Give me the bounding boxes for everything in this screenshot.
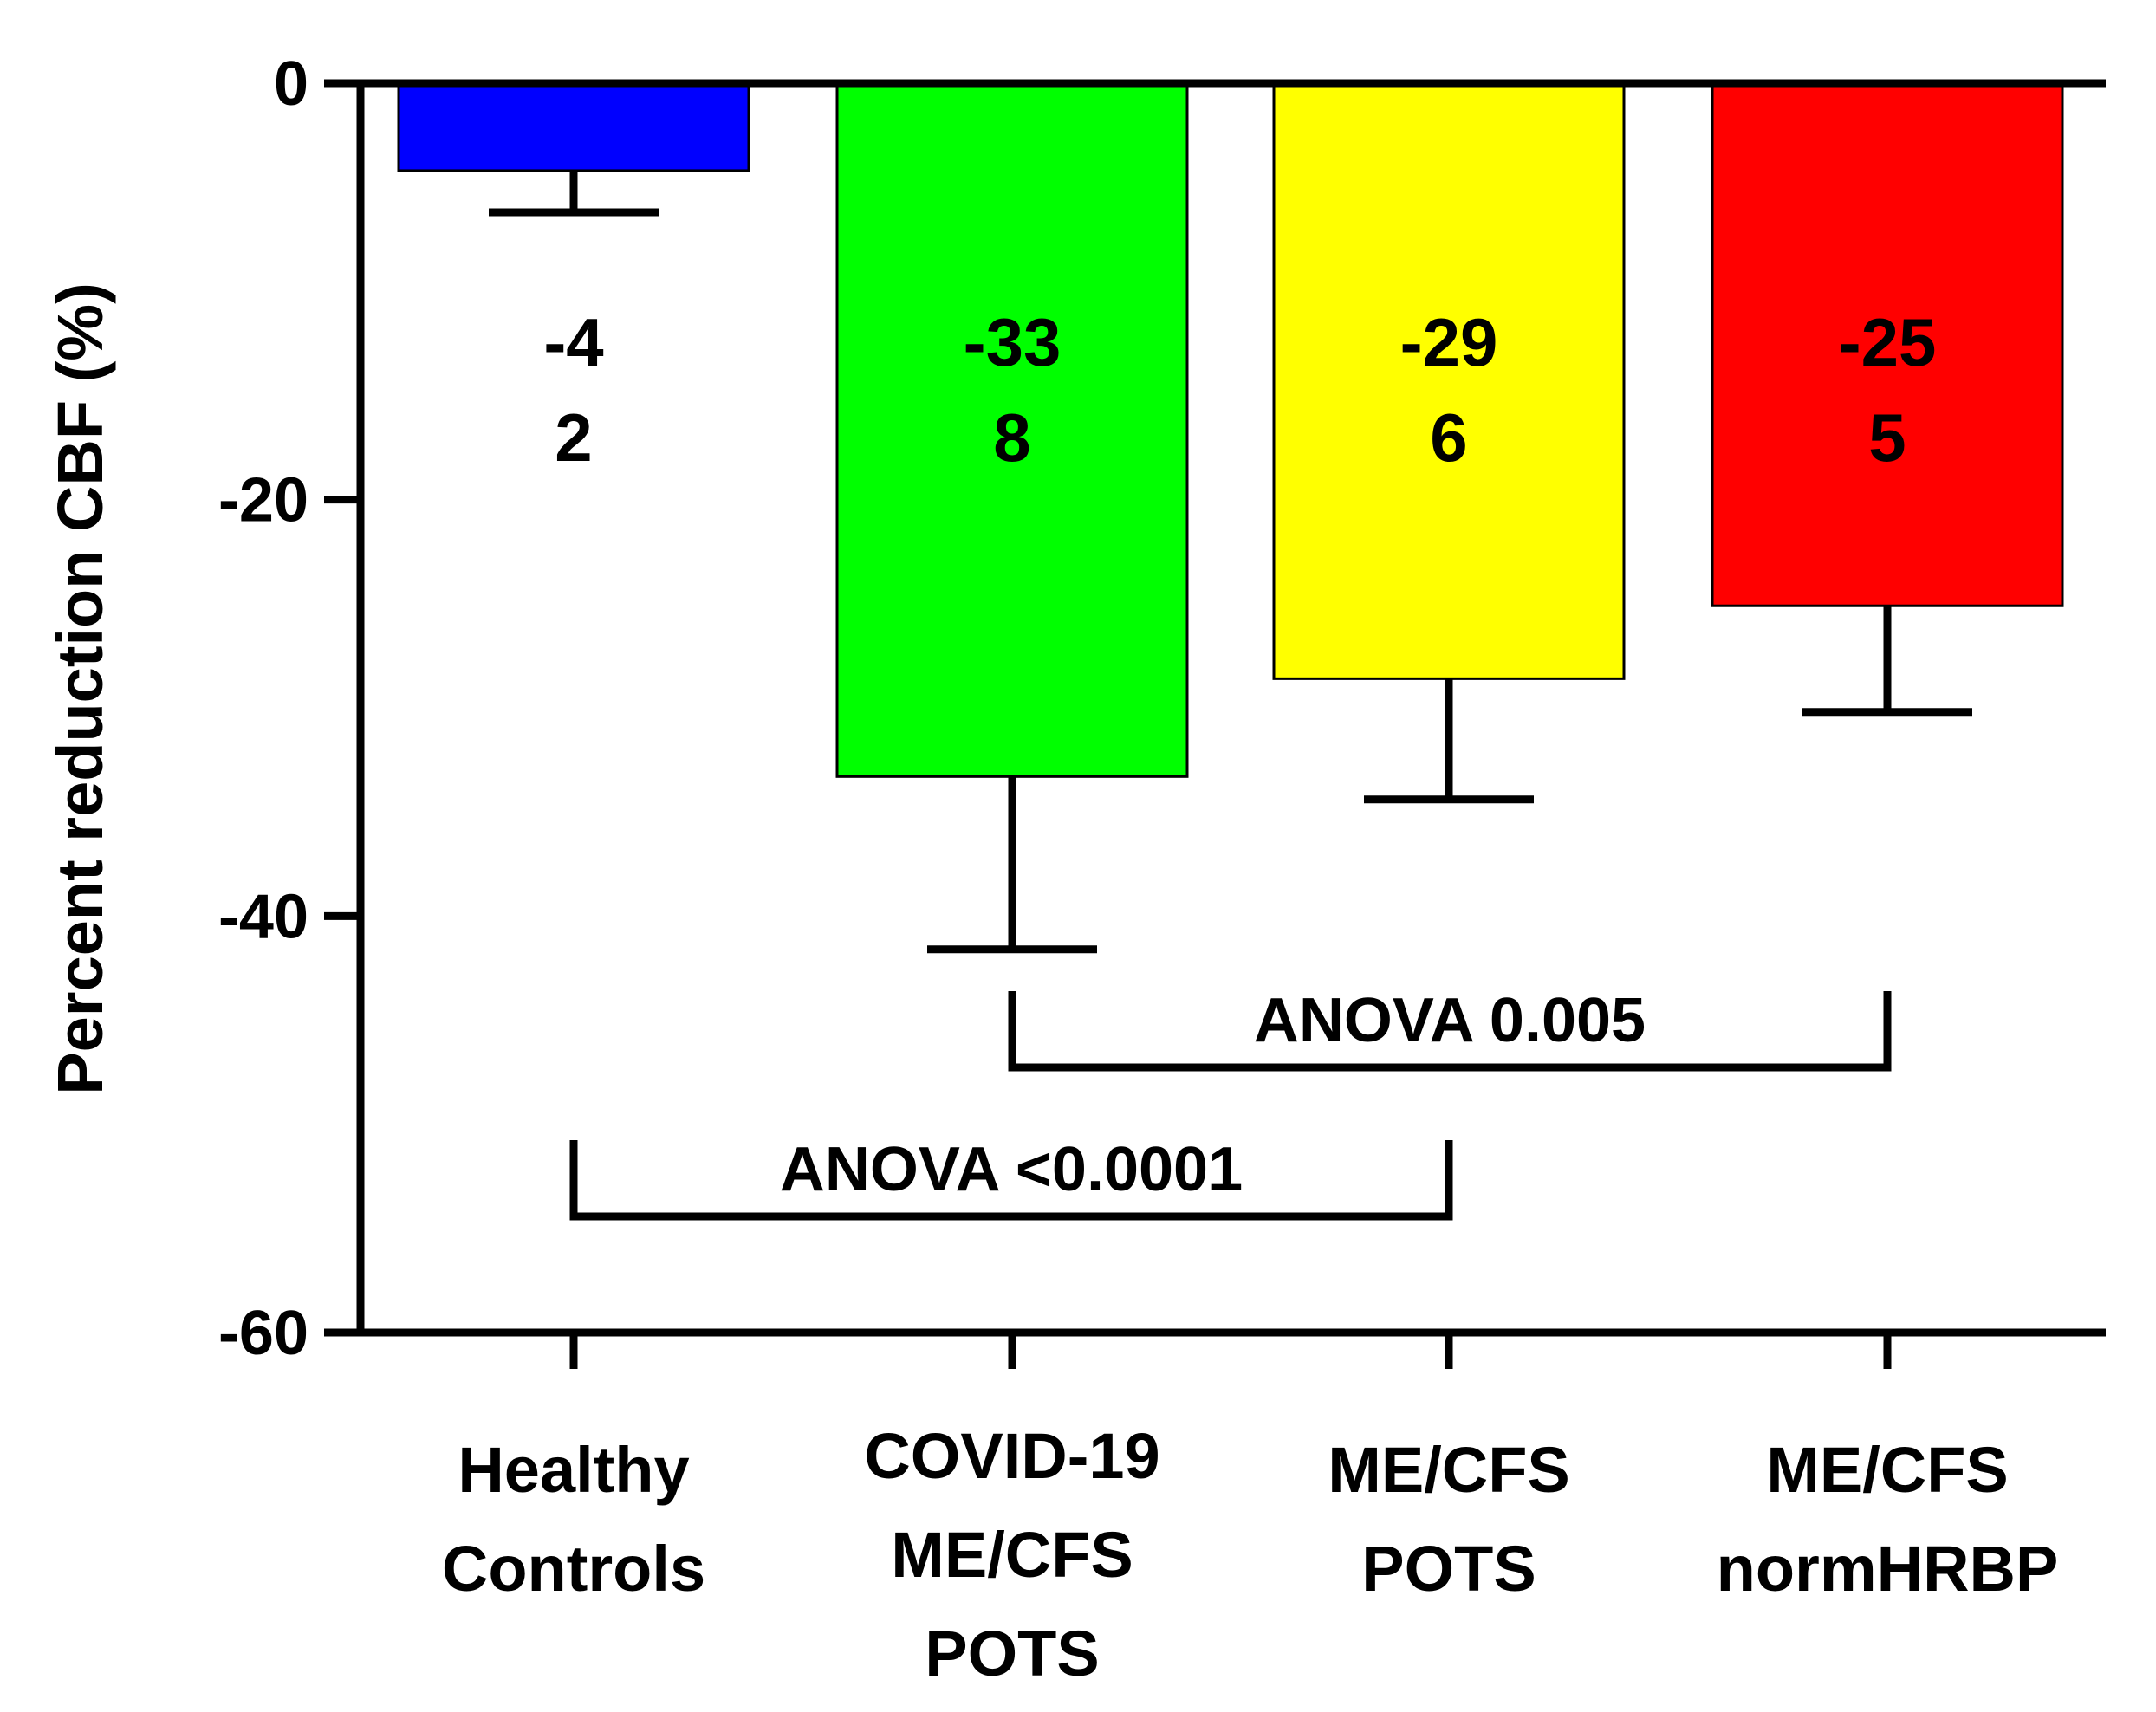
bar-mean-label-3: -29	[1400, 304, 1498, 380]
y-axis-title: Percent reduction CBF (%)	[44, 282, 116, 1094]
y-tick-label-2: -20	[218, 466, 308, 535]
anova-bracket-1	[1008, 991, 1892, 1072]
bar-mean-label-4: -25	[1839, 304, 1937, 380]
bar-mean-label-1: -4	[543, 304, 603, 380]
bar-sd-label-3: 6	[1430, 399, 1467, 476]
y-tick-label-3: -40	[218, 882, 308, 951]
bar-sd-label-2: 8	[993, 399, 1030, 476]
category-label-4-line-1: ME/CFS	[1766, 1434, 2009, 1506]
bar-2	[835, 81, 1189, 778]
category-label-3-line-1: ME/CFS	[1328, 1434, 1570, 1506]
category-label-1-line-1: Healthy	[458, 1434, 689, 1506]
bar-3	[1272, 81, 1626, 680]
bar-4	[1711, 81, 2064, 607]
category-label-1-line-2: Controls	[442, 1533, 705, 1605]
anova-label-1: ANOVA 0.005	[1254, 986, 1646, 1055]
category-label-2-line-2: ME/CFS	[891, 1519, 1133, 1591]
category-label-2-line-1: COVID-19	[864, 1420, 1159, 1492]
anova-bracket-2	[569, 1140, 1453, 1221]
category-label-2-line-3: POTS	[925, 1618, 1099, 1689]
category-label-4-line-2: normHRBP	[1717, 1533, 2059, 1605]
bar-sd-label-4: 5	[1868, 399, 1906, 476]
anova-label-2: ANOVA <0.0001	[780, 1135, 1243, 1204]
y-tick-label-4: -60	[218, 1299, 308, 1368]
bar-mean-label-2: -33	[964, 304, 1062, 380]
category-label-3-line-2: POTS	[1361, 1533, 1536, 1605]
bar-sd-label-1: 2	[555, 399, 592, 476]
y-tick-label-1: 0	[274, 49, 308, 119]
bar-1	[397, 81, 750, 172]
